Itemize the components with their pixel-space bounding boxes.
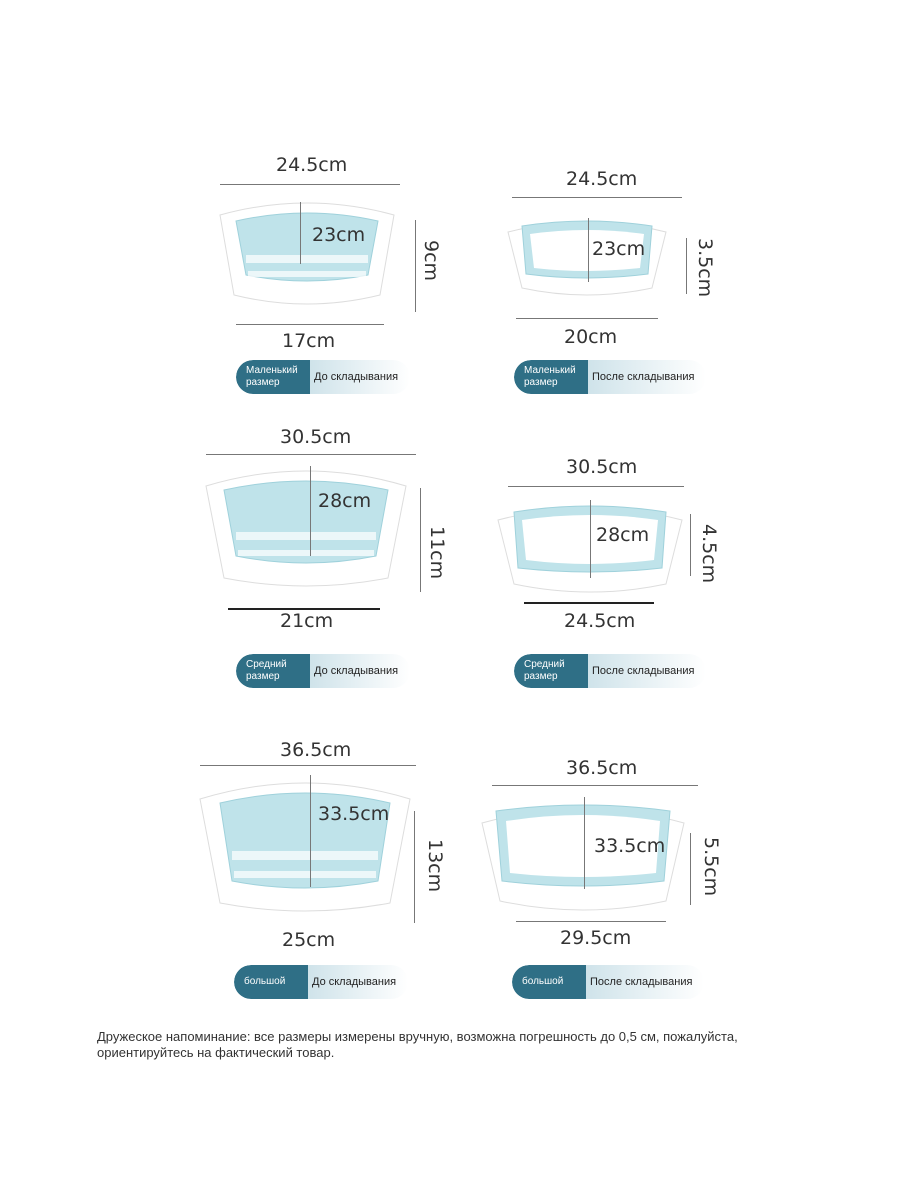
inner-line — [310, 466, 311, 556]
size-label: Маленький размер — [514, 360, 588, 394]
top-width: 24.5cm — [566, 168, 638, 190]
inner-width: 28cm — [596, 524, 650, 546]
product-small-folded: 24.5cm 23cm 3.5cm 20cm Маленький размер … — [450, 140, 900, 440]
state-label: После складывания — [588, 654, 707, 688]
product-large-folded: 36.5cm 33.5cm 5.5cm 29.5cm большой После… — [450, 735, 900, 1035]
basin-image — [199, 782, 411, 912]
top-width: 36.5cm — [280, 739, 352, 761]
basin-image — [205, 470, 407, 587]
size-badge: Маленький размер После складывания — [514, 360, 707, 394]
bottom-line — [228, 608, 380, 610]
inner-line — [300, 202, 301, 264]
top-width: 30.5cm — [280, 426, 352, 448]
product-medium-unfolded: 30.5cm 28cm 11cm 21cm Средний размер До … — [0, 420, 450, 720]
height-line — [690, 514, 691, 576]
height: 4.5cm — [698, 524, 720, 584]
size-label: большой — [234, 965, 308, 999]
size-badge: Средний размер До складывания — [236, 654, 411, 688]
top-line — [508, 486, 684, 487]
inner-width: 33.5cm — [594, 835, 666, 857]
height: 13cm — [424, 839, 446, 893]
height-line — [415, 220, 416, 312]
inner-width: 33.5cm — [318, 803, 390, 825]
height-line — [686, 238, 687, 294]
height: 9cm — [420, 240, 442, 282]
state-label: До складывания — [310, 360, 411, 394]
product-small-unfolded: 24.5cm 23cm 9cm 17cm Маленький размер До… — [0, 140, 450, 440]
height: 5.5cm — [700, 837, 722, 897]
bottom-width: 20cm — [564, 326, 618, 348]
size-badge: Маленький размер До складывания — [236, 360, 411, 394]
state-label: До складывания — [308, 965, 409, 999]
size-label: Средний размер — [236, 654, 310, 688]
bottom-line — [516, 921, 666, 922]
top-width: 30.5cm — [566, 456, 638, 478]
height-line — [414, 811, 415, 923]
inner-line — [584, 797, 585, 889]
height: 3.5cm — [694, 238, 716, 298]
height-line — [690, 833, 691, 905]
bottom-line — [524, 602, 654, 604]
inner-line — [590, 500, 591, 578]
top-line — [512, 197, 682, 198]
height: 11cm — [426, 526, 448, 580]
disclaimer-note: Дружеское напоминание: все размеры измер… — [97, 1029, 738, 1060]
top-width: 36.5cm — [566, 757, 638, 779]
inner-width: 23cm — [592, 238, 646, 260]
state-label: До складывания — [310, 654, 411, 688]
bottom-width: 21cm — [280, 610, 334, 632]
inner-width: 23cm — [312, 224, 366, 246]
top-line — [492, 785, 698, 786]
top-width: 24.5cm — [276, 154, 348, 176]
bottom-width: 17cm — [282, 330, 336, 352]
size-badge: большой После складывания — [512, 965, 705, 999]
state-label: После складывания — [586, 965, 705, 999]
top-line — [200, 765, 416, 766]
state-label: После складывания — [588, 360, 707, 394]
product-large-unfolded: 36.5cm 33.5cm 13cm 25cm большой До склад… — [0, 735, 450, 1035]
size-label: Средний размер — [514, 654, 588, 688]
bottom-line — [236, 324, 384, 325]
inner-line — [588, 218, 589, 282]
height-line — [420, 488, 421, 592]
bottom-width: 25cm — [282, 929, 336, 951]
bottom-width: 24.5cm — [564, 610, 636, 632]
size-badge: большой До складывания — [234, 965, 409, 999]
size-badge: Средний размер После складывания — [514, 654, 707, 688]
basin-image — [481, 804, 685, 911]
inner-width: 28cm — [318, 490, 372, 512]
top-line — [206, 454, 416, 455]
basin-image — [219, 202, 395, 305]
size-label: Маленький размер — [236, 360, 310, 394]
size-label: большой — [512, 965, 586, 999]
product-medium-folded: 30.5cm 28cm 4.5cm 24.5cm Средний размер … — [450, 420, 900, 720]
inner-line — [310, 775, 311, 887]
bottom-line — [516, 318, 658, 319]
basin-image — [507, 220, 667, 296]
top-line — [220, 184, 400, 185]
bottom-width: 29.5cm — [560, 927, 632, 949]
